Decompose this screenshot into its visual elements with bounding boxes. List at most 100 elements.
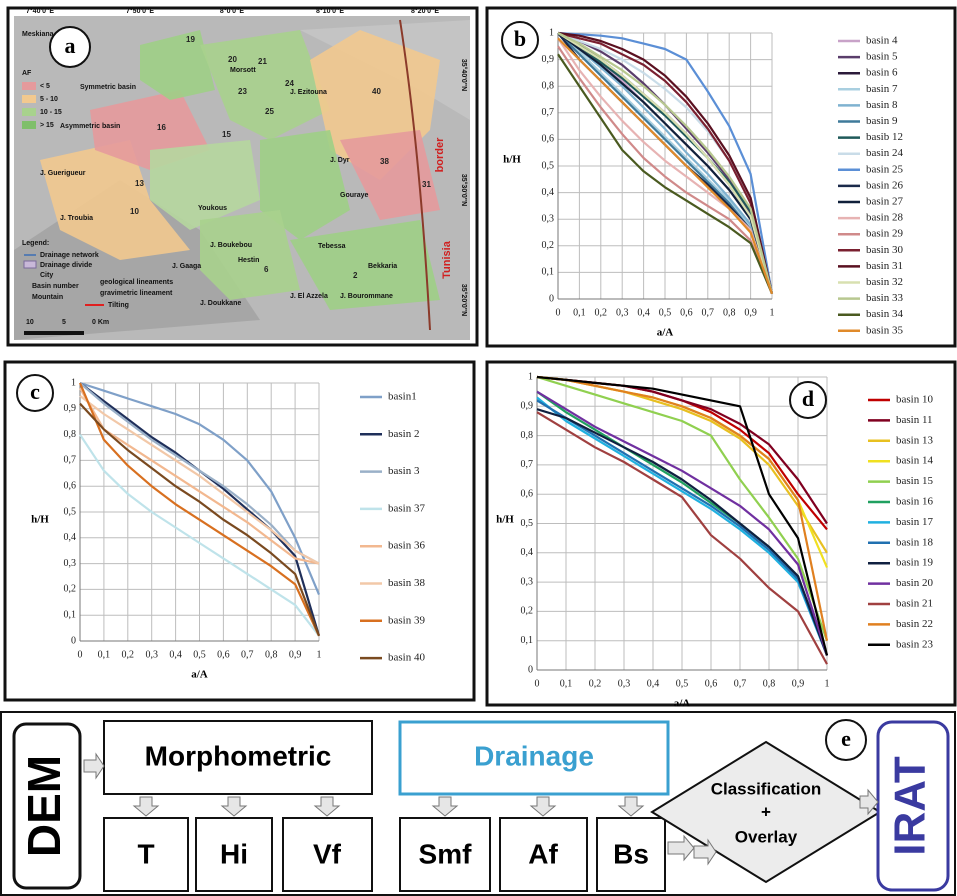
legend-label: basin 5 bbox=[866, 51, 898, 63]
legend-label: basin 38 bbox=[388, 577, 425, 589]
y-tick-label: 0,6 bbox=[542, 134, 555, 145]
panel-label: e bbox=[841, 726, 851, 751]
legend-item: Tilting bbox=[108, 302, 129, 309]
legend-label: basin 28 bbox=[866, 212, 903, 224]
legend-label: basin 3 bbox=[388, 465, 420, 477]
basin-number: 38 bbox=[380, 157, 389, 166]
legend-label: basin 33 bbox=[866, 292, 903, 304]
basin-number: 13 bbox=[135, 179, 144, 188]
legend-label: basin 16 bbox=[896, 496, 933, 508]
arrow bbox=[433, 797, 457, 816]
y-tick-label: 0,3 bbox=[64, 558, 77, 569]
lon-label: 7°40'0"E bbox=[26, 7, 54, 15]
legend-label: basin 32 bbox=[866, 276, 903, 288]
af-swatch bbox=[22, 121, 36, 129]
x-tick-label: 0,3 bbox=[616, 307, 629, 318]
legend-item: Basin number bbox=[32, 283, 79, 290]
y-tick-label: 0,7 bbox=[64, 455, 77, 466]
y-tick-label: 0,6 bbox=[521, 488, 534, 499]
legend-label: basin 35 bbox=[866, 324, 903, 336]
y-tick-label: 0,5 bbox=[64, 506, 77, 517]
annotation: Asymmetric basin bbox=[60, 123, 120, 130]
group-title: Morphometric bbox=[145, 740, 332, 771]
place: Hestin bbox=[238, 257, 259, 264]
place: J. Ezitouna bbox=[290, 89, 327, 96]
x-tick-label: 0,9 bbox=[289, 649, 302, 660]
legend-label: basin 37 bbox=[388, 502, 425, 514]
y-tick-label: 0,8 bbox=[64, 429, 77, 440]
input-label: DEM bbox=[18, 755, 70, 857]
lat-label: 35°40'0"N bbox=[460, 59, 468, 91]
lon-label: 8°20'0"E bbox=[411, 7, 439, 15]
place: J. Guerigueur bbox=[40, 170, 86, 177]
legend-symbol bbox=[24, 261, 36, 268]
legend-label: basin 20 bbox=[896, 577, 933, 589]
x-axis-label: a/A bbox=[657, 327, 674, 339]
legend-label: basin 24 bbox=[866, 147, 903, 159]
af-swatch bbox=[22, 95, 36, 103]
x-tick-label: 0,9 bbox=[792, 678, 805, 689]
panel-label: b bbox=[514, 26, 526, 51]
panel-label: d bbox=[802, 386, 814, 411]
legend-label: basin 23 bbox=[896, 638, 933, 650]
place: Bekkaria bbox=[368, 263, 397, 270]
y-tick-label: 0,2 bbox=[64, 584, 77, 595]
y-tick-label: 0,4 bbox=[521, 547, 534, 558]
process-label: Classification bbox=[711, 779, 822, 798]
legend-item: geological lineaments bbox=[100, 279, 173, 286]
x-tick-label: 1 bbox=[770, 307, 775, 318]
basin-number: 24 bbox=[285, 79, 294, 88]
basin-number: 10 bbox=[130, 207, 139, 216]
legend-label: basin1 bbox=[388, 391, 417, 403]
y-tick-label: 0,2 bbox=[542, 240, 555, 251]
place: Youkous bbox=[198, 205, 227, 212]
x-tick-label: 0,6 bbox=[705, 678, 718, 689]
border-label: border bbox=[434, 137, 446, 173]
index-label: T bbox=[137, 838, 154, 869]
x-tick-label: 0,1 bbox=[573, 307, 586, 318]
x-tick-label: 0,2 bbox=[595, 307, 608, 318]
place: J. Bourommane bbox=[340, 293, 393, 300]
index-label: Smf bbox=[419, 838, 473, 869]
arrow bbox=[222, 797, 246, 816]
y-axis-label: h/H bbox=[496, 514, 514, 526]
af-class: 10 - 15 bbox=[40, 109, 62, 116]
y-tick-label: 1 bbox=[71, 377, 76, 388]
y-tick-label: 0,9 bbox=[64, 403, 77, 414]
x-tick-label: 0,4 bbox=[169, 649, 182, 660]
legend-label: basin 34 bbox=[866, 308, 903, 320]
basin-number: 19 bbox=[186, 35, 195, 44]
af-class: 5 - 10 bbox=[40, 96, 58, 103]
y-tick-label: 0,5 bbox=[542, 160, 555, 171]
x-tick-label: 0 bbox=[78, 649, 83, 660]
panel-label: c bbox=[30, 379, 40, 404]
x-tick-label: 1 bbox=[825, 678, 830, 689]
place: J. Troubia bbox=[60, 215, 93, 222]
y-tick-label: 0,9 bbox=[521, 401, 534, 412]
legend-title: Legend: bbox=[22, 240, 49, 247]
legend-label: basin 17 bbox=[896, 516, 933, 528]
legend-label: basin 2 bbox=[388, 428, 419, 440]
y-tick-label: 1 bbox=[549, 27, 554, 38]
figure: a 7°40'0"E 7°50'0"E 8°0'0"E 8°10'0"E 8°2… bbox=[0, 0, 957, 896]
legend-label: basin 11 bbox=[896, 414, 933, 426]
x-tick-label: 0 bbox=[535, 678, 540, 689]
x-tick-label: 0,6 bbox=[680, 307, 693, 318]
arrow bbox=[84, 754, 104, 778]
index-label: Vf bbox=[313, 838, 342, 869]
lat-label: 35°20'0"N bbox=[460, 284, 468, 316]
lon-label: 8°10'0"E bbox=[316, 7, 344, 15]
place: J. Boukebou bbox=[210, 242, 252, 249]
x-tick-label: 0,5 bbox=[659, 307, 672, 318]
legend-item: gravimetric lineament bbox=[100, 290, 173, 297]
group-title: Drainage bbox=[474, 740, 594, 771]
legend-label: basin 22 bbox=[896, 618, 933, 630]
legend-label: basin 18 bbox=[896, 536, 933, 548]
x-axis-label: a/A bbox=[191, 669, 208, 681]
annotation: Symmetric basin bbox=[80, 84, 136, 91]
index-label: Hi bbox=[220, 838, 248, 869]
y-tick-label: 0 bbox=[71, 635, 76, 646]
legend-item: Mountain bbox=[32, 294, 63, 301]
scale-label: 5 bbox=[62, 319, 66, 326]
process-label: + bbox=[761, 802, 771, 821]
